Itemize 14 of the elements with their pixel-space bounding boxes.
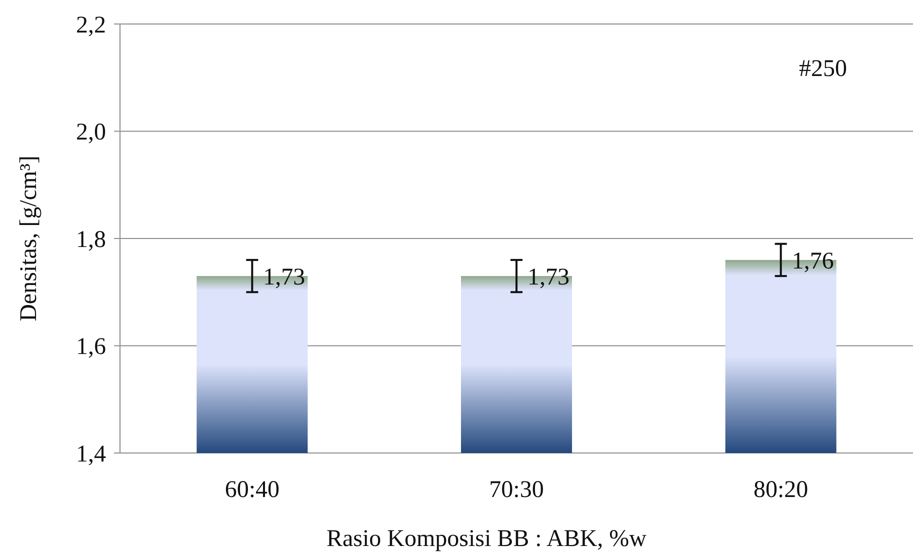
y-axis-title: Densitas, [g/cm³] [16,156,42,322]
data-label: 1,73 [263,264,306,290]
x-axis-title: Rasio Komposisi BB : ABK, %w [326,526,648,552]
y-tick-label: 1,4 [76,441,106,468]
y-tick-label: 2,2 [76,12,106,38]
data-label: 1,73 [528,264,570,290]
x-tick-label: 70:30 [489,477,544,503]
y-tick-label: 2,0 [76,120,106,146]
x-tick-label: 80:20 [753,477,808,503]
y-tick-label: 1,8 [76,226,106,253]
y-tick-label: 1,6 [76,334,106,360]
data-label: 1,76 [792,248,834,274]
x-tick-label: 60:40 [224,477,280,503]
annotation: #250 [799,56,847,82]
